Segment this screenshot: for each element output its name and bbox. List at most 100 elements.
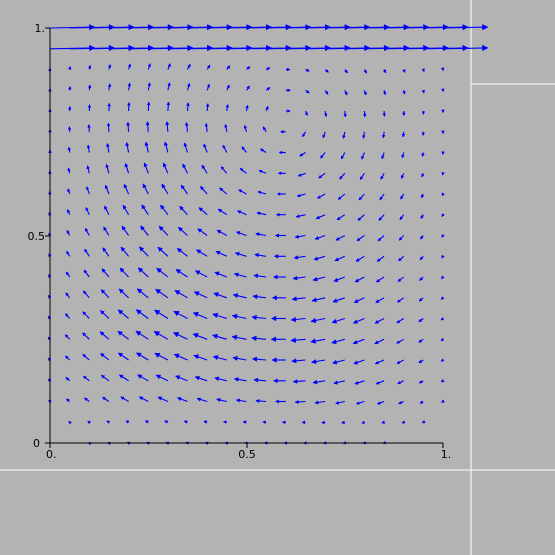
vector-arrow-head <box>375 278 381 283</box>
vector-arrow-head <box>287 88 291 92</box>
vector-arrow-head <box>102 247 107 252</box>
vector-arrow-head <box>143 162 148 168</box>
vector-arrow-head <box>292 275 298 281</box>
vector-arrow-head <box>127 63 132 68</box>
vector-arrow-head <box>186 102 190 106</box>
vector-arrow-head <box>420 215 424 219</box>
vector-arrow-head <box>196 249 202 254</box>
vector-arrow-head <box>126 121 131 126</box>
vector-arrow-head <box>139 246 145 252</box>
vector-arrow-head <box>310 317 317 324</box>
vector-arrow-head <box>286 67 291 72</box>
vector-arrow-head <box>419 256 424 261</box>
vector-arrow-head <box>397 278 402 282</box>
vector-arrow-head <box>239 167 244 172</box>
vector-arrow-head <box>360 176 364 181</box>
vector-arrow-head <box>117 309 124 315</box>
vector-arrow-head <box>312 379 318 385</box>
vector-arrow-head <box>166 101 171 106</box>
vector-arrow-head <box>382 69 387 74</box>
vector-arrow-head <box>217 208 223 213</box>
vector-arrow-head <box>421 153 425 158</box>
vector-arrow-head <box>313 256 319 261</box>
vector-arrow-head <box>246 85 250 90</box>
vector-arrow-head <box>127 82 132 87</box>
vector-arrow-head <box>277 171 282 176</box>
vector-arrow-head <box>241 146 246 151</box>
vector-arrow-head <box>183 142 188 147</box>
vector-arrow-head <box>87 124 91 128</box>
vector-arrow-head <box>334 257 340 262</box>
x-tick-label-1: 0.5 <box>238 448 256 461</box>
vector-arrow-head <box>157 246 163 253</box>
vector-arrow-head <box>402 112 406 117</box>
vector-arrow-head <box>211 333 218 340</box>
vector-arrow-head <box>363 91 367 96</box>
vector-arrow-head <box>162 162 167 168</box>
vector-arrow-head <box>251 335 257 342</box>
vector-arrow-head <box>336 216 341 221</box>
vector-arrow-head <box>214 271 220 277</box>
vector-arrow-head <box>344 91 348 96</box>
vector-arrow-head <box>294 399 299 404</box>
vector-arrow-head <box>270 315 277 322</box>
vector-arrow-head <box>145 121 150 126</box>
vector-arrow-head <box>65 355 69 360</box>
vector-arrow-head <box>65 313 69 317</box>
vector-arrow-head <box>65 292 69 297</box>
vector-arrow <box>442 47 488 50</box>
vector-arrow-head <box>158 225 164 231</box>
vector-arrow-head <box>246 66 251 70</box>
vector-arrow-head <box>421 111 426 115</box>
vector-arrow-head <box>441 275 445 280</box>
vector-arrow-head <box>106 122 111 127</box>
vector-arrow-head <box>353 298 359 303</box>
vector-arrow-head <box>182 163 187 169</box>
vector-arrow-head <box>233 272 239 278</box>
vector-arrow-head <box>396 319 401 324</box>
vector-arrow-head <box>65 377 70 381</box>
vector-arrow-head <box>297 173 302 177</box>
vector-arrow-head <box>167 63 171 68</box>
vector-arrow-head <box>337 196 342 200</box>
vector-arrow-head <box>354 278 360 283</box>
y-tick-label-1: 0.5 <box>28 230 46 243</box>
vector-arrow-head <box>271 295 277 301</box>
vector-arrow-head <box>256 211 261 216</box>
vector-arrow-head <box>154 352 161 358</box>
vector-arrow-head <box>333 277 339 282</box>
vector-arrow-head <box>173 353 180 359</box>
vector-arrow-head <box>117 330 123 336</box>
vector-arrow-head <box>441 213 445 218</box>
vector-arrow-head <box>381 420 386 424</box>
vector-arrow-head <box>252 294 258 300</box>
vector-arrow-head <box>147 63 152 68</box>
vector-arrow-head <box>222 144 226 149</box>
vector-arrow-head <box>294 234 299 239</box>
vector-arrow-head <box>316 195 321 199</box>
vector-arrow-head <box>163 141 169 147</box>
vector-arrow-head <box>441 109 445 114</box>
vector-arrow-head <box>299 153 304 157</box>
vector-arrow-head <box>272 274 278 280</box>
vector-arrow-head <box>325 69 329 73</box>
vector-arrow-head <box>333 380 338 385</box>
vector-arrow-head <box>262 126 267 131</box>
vector-arrow-head <box>65 398 70 403</box>
vector-arrow-head <box>67 126 72 130</box>
vector-arrow-head <box>335 236 340 241</box>
vector-arrow-head <box>311 297 317 303</box>
vector-arrow-head <box>197 228 203 233</box>
vector-arrow-head <box>332 359 338 365</box>
vector-arrow-head <box>290 316 297 323</box>
vector-arrow-head <box>107 102 111 107</box>
vector-arrow-head <box>418 297 423 302</box>
vector-arrow-head <box>353 360 359 365</box>
vector-arrow-head <box>440 88 445 93</box>
vector-arrow-head <box>400 195 404 200</box>
vector-arrow-head <box>440 316 445 321</box>
vector-arrow-head <box>254 252 259 258</box>
vector-arrow-head <box>156 267 163 274</box>
vector-arrow-head <box>66 229 70 234</box>
vector-arrow-head <box>361 420 366 424</box>
